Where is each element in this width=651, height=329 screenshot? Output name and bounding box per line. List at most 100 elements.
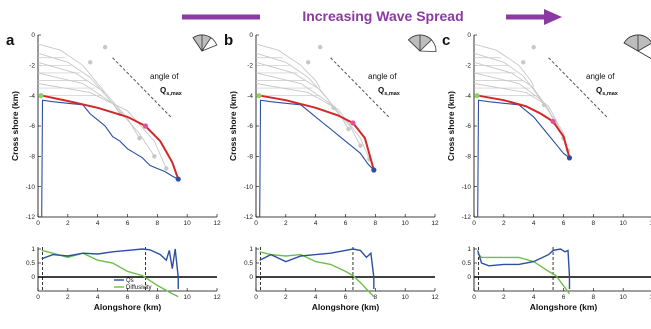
green-dot xyxy=(256,93,262,99)
y-tick-label: -8 xyxy=(29,154,35,161)
gray-history-curve xyxy=(255,83,370,160)
gray-history-curve xyxy=(255,72,361,146)
bottom-x-tick-label: 10 xyxy=(620,294,628,301)
banner-text: Increasing Wave Spread xyxy=(302,8,463,24)
y-axis-label: Cross shore (km) xyxy=(446,91,456,161)
gray-history-curve xyxy=(37,43,106,93)
bottom-y-tick-label: 1 xyxy=(467,246,471,253)
x-tick-label: 8 xyxy=(156,220,160,227)
gray-dot xyxy=(331,105,336,111)
blue-end-dot xyxy=(371,167,377,173)
x-tick-label: 10 xyxy=(620,220,628,227)
gray-dot xyxy=(102,44,108,50)
red-front-line xyxy=(478,94,571,159)
bottom-x-tick-label: 12 xyxy=(649,294,651,301)
y-tick-label: -12 xyxy=(244,214,254,221)
pink-dot xyxy=(550,118,556,125)
bottom-x-tick-label: 0 xyxy=(254,294,258,301)
bottom-x-tick-label: 8 xyxy=(592,294,596,301)
wave-spread-icon xyxy=(623,34,651,52)
green-dot xyxy=(474,93,480,99)
qs-line xyxy=(259,248,375,278)
pink-dot xyxy=(350,120,356,126)
y-tick-label: 0 xyxy=(31,32,35,39)
bottom-x-tick-label: 12 xyxy=(431,294,439,301)
bottom-y-tick-label: 0.5 xyxy=(26,260,35,267)
y-tick-label: -12 xyxy=(462,214,472,221)
x-tick-label: 0 xyxy=(472,220,476,227)
gray-history-curve xyxy=(473,72,564,139)
x-tick-label: 6 xyxy=(344,220,348,227)
bottom-x-tick-label: 2 xyxy=(66,294,70,301)
gray-dot xyxy=(358,143,363,148)
x-tick-label: 12 xyxy=(649,220,651,227)
gray-history-curve xyxy=(473,83,569,151)
annotation-q: Qs,max xyxy=(378,86,401,97)
y-tick-label: -6 xyxy=(247,123,253,130)
gray-dot xyxy=(531,44,536,50)
diffusivity-line xyxy=(41,249,179,298)
banner: Increasing Wave Spread xyxy=(182,8,562,25)
y-tick-label: 0 xyxy=(467,32,471,39)
bottom-x-tick-label: 8 xyxy=(156,294,160,301)
x-tick-label: 0 xyxy=(254,220,258,227)
angle-dashed-line xyxy=(330,57,391,119)
bottom-x-tick-label: 12 xyxy=(213,294,221,301)
x-tick-label: 10 xyxy=(402,220,410,227)
bottom-y-tick-label: 0 xyxy=(249,274,253,281)
panel-label: b xyxy=(224,32,233,49)
x-axis-label: Alongshore (km) xyxy=(94,302,162,312)
x-tick-label: 12 xyxy=(213,220,221,227)
green-dot xyxy=(38,93,44,99)
gray-history-curve xyxy=(37,72,155,157)
bottom-x-tick-label: 10 xyxy=(402,294,410,301)
gray-history-curve xyxy=(255,61,349,130)
gray-dot xyxy=(521,60,526,65)
x-tick-label: 6 xyxy=(562,220,566,227)
panel-label: a xyxy=(6,32,15,49)
legend-qs-label: Qs xyxy=(126,278,134,284)
banner-arrowhead xyxy=(544,9,562,25)
gray-dot xyxy=(164,166,169,171)
annotation-text: angle of xyxy=(586,72,615,81)
angle-dashed-line xyxy=(548,57,609,119)
x-tick-label: 12 xyxy=(431,220,439,227)
y-tick-label: -2 xyxy=(247,63,253,70)
bottom-x-tick-label: 10 xyxy=(184,294,192,301)
qs-line xyxy=(477,248,571,278)
gray-dot xyxy=(346,126,351,132)
y-tick-label: -4 xyxy=(465,93,471,100)
y-tick-label: 0 xyxy=(249,32,253,39)
bottom-y-tick-label: 1 xyxy=(249,246,253,253)
y-tick-label: -8 xyxy=(465,154,471,161)
panel-label: c xyxy=(442,32,450,49)
blue-end-dot xyxy=(175,176,181,182)
bottom-x-tick-label: 0 xyxy=(472,294,476,301)
bottom-x-tick-label: 8 xyxy=(374,294,378,301)
bottom-x-tick-label: 2 xyxy=(284,294,288,301)
gray-dot xyxy=(137,135,142,141)
bottom-y-tick-label: 0 xyxy=(467,274,471,281)
bottom-x-tick-label: 6 xyxy=(126,294,130,301)
bottom-x-tick-label: 6 xyxy=(562,294,566,301)
x-axis-label: Alongshore (km) xyxy=(312,302,380,312)
annotation-q-subscript: s,max xyxy=(384,91,401,97)
x-tick-label: 0 xyxy=(36,220,40,227)
bottom-x-tick-label: 4 xyxy=(314,294,318,301)
gray-history-curve xyxy=(37,52,121,115)
angle-dashed-line xyxy=(112,57,173,119)
diffusivity-line xyxy=(477,252,571,295)
gray-dot xyxy=(541,102,547,107)
x-tick-label: 4 xyxy=(96,220,100,227)
diffusivity-line xyxy=(259,251,375,298)
x-tick-label: 4 xyxy=(532,220,536,227)
gray-history-curve xyxy=(37,83,167,169)
gray-history-curve xyxy=(255,43,321,89)
bottom-y-tick-label: 1 xyxy=(31,246,35,253)
y-tick-label: -4 xyxy=(247,93,253,100)
y-tick-label: -10 xyxy=(244,184,254,191)
x-tick-label: 8 xyxy=(592,220,596,227)
bottom-y-tick-label: 0.5 xyxy=(462,260,471,267)
